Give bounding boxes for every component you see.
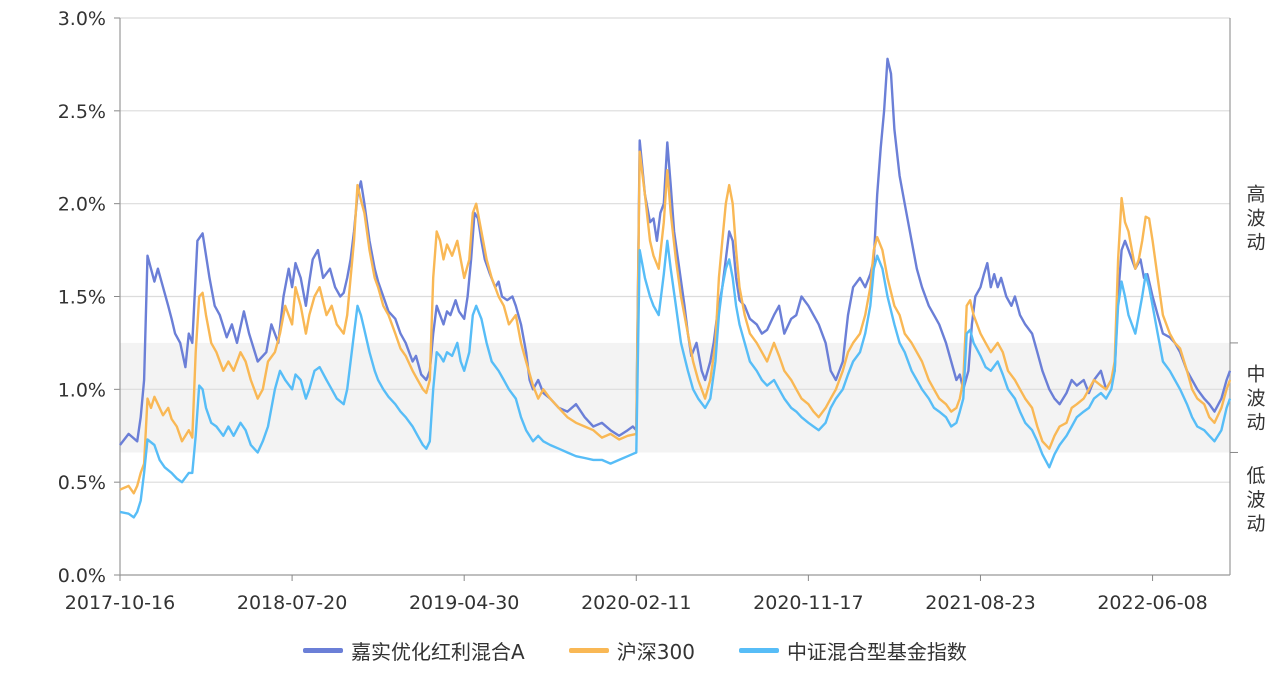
y-tick-label: 0.5% [58,472,106,494]
y-tick-label: 2.0% [58,194,106,216]
x-tick-label: 2020-02-11 [581,592,691,614]
x-tick-label: 2019-04-30 [409,592,519,614]
legend: 嘉实优化红利混合A 沪深300 中证混合型基金指数 [0,636,1270,665]
legend-swatch [738,648,779,653]
series-layer [119,57,1232,519]
x-tick-label: 2017-10-16 [65,592,175,614]
tick-label-layer: 0.0% 0.5% 1.0% 1.5% 2.0% 2.5% 3.0% 2017-10-16 20… [58,8,1208,614]
series-line [119,150,1232,495]
legend-label: 沪深300 [616,640,695,664]
legend-item[interactable]: 沪深300 [568,636,695,665]
legend-label: 中证混合型基金指数 [786,640,967,664]
volatility-band-label: 中波动 [1246,364,1265,434]
y-tick-label: 2.5% [58,101,106,123]
y-tick-label: 0.0% [58,565,106,587]
volatility-band-label: 高波动 [1246,184,1265,254]
x-tick-label: 2020-11-17 [753,592,863,614]
legend-swatch [303,648,344,653]
series-line [119,239,1232,519]
legend-swatch [568,648,609,653]
series-line [119,57,1232,446]
legend-item[interactable]: 中证混合型基金指数 [738,636,967,665]
y-tick-label: 1.0% [58,379,106,401]
y-tick-label: 3.0% [58,8,106,30]
axes-layer [119,18,1238,581]
x-tick-label: 2022-06-08 [1097,592,1207,614]
volatility-band-label: 低波动 [1246,465,1265,535]
y-tick-label: 1.5% [58,287,106,309]
volatility-line-chart: 0.0% 0.5% 1.0% 1.5% 2.0% 2.5% 3.0% 2017-10-16 20… [58,8,1266,614]
legend-item[interactable]: 嘉实优化红利混合A [303,636,525,665]
x-tick-label: 2021-08-23 [925,592,1035,614]
grid-layer [114,17,1230,576]
legend-label: 嘉实优化红利混合A [351,640,525,664]
x-tick-label: 2018-07-20 [237,592,347,614]
